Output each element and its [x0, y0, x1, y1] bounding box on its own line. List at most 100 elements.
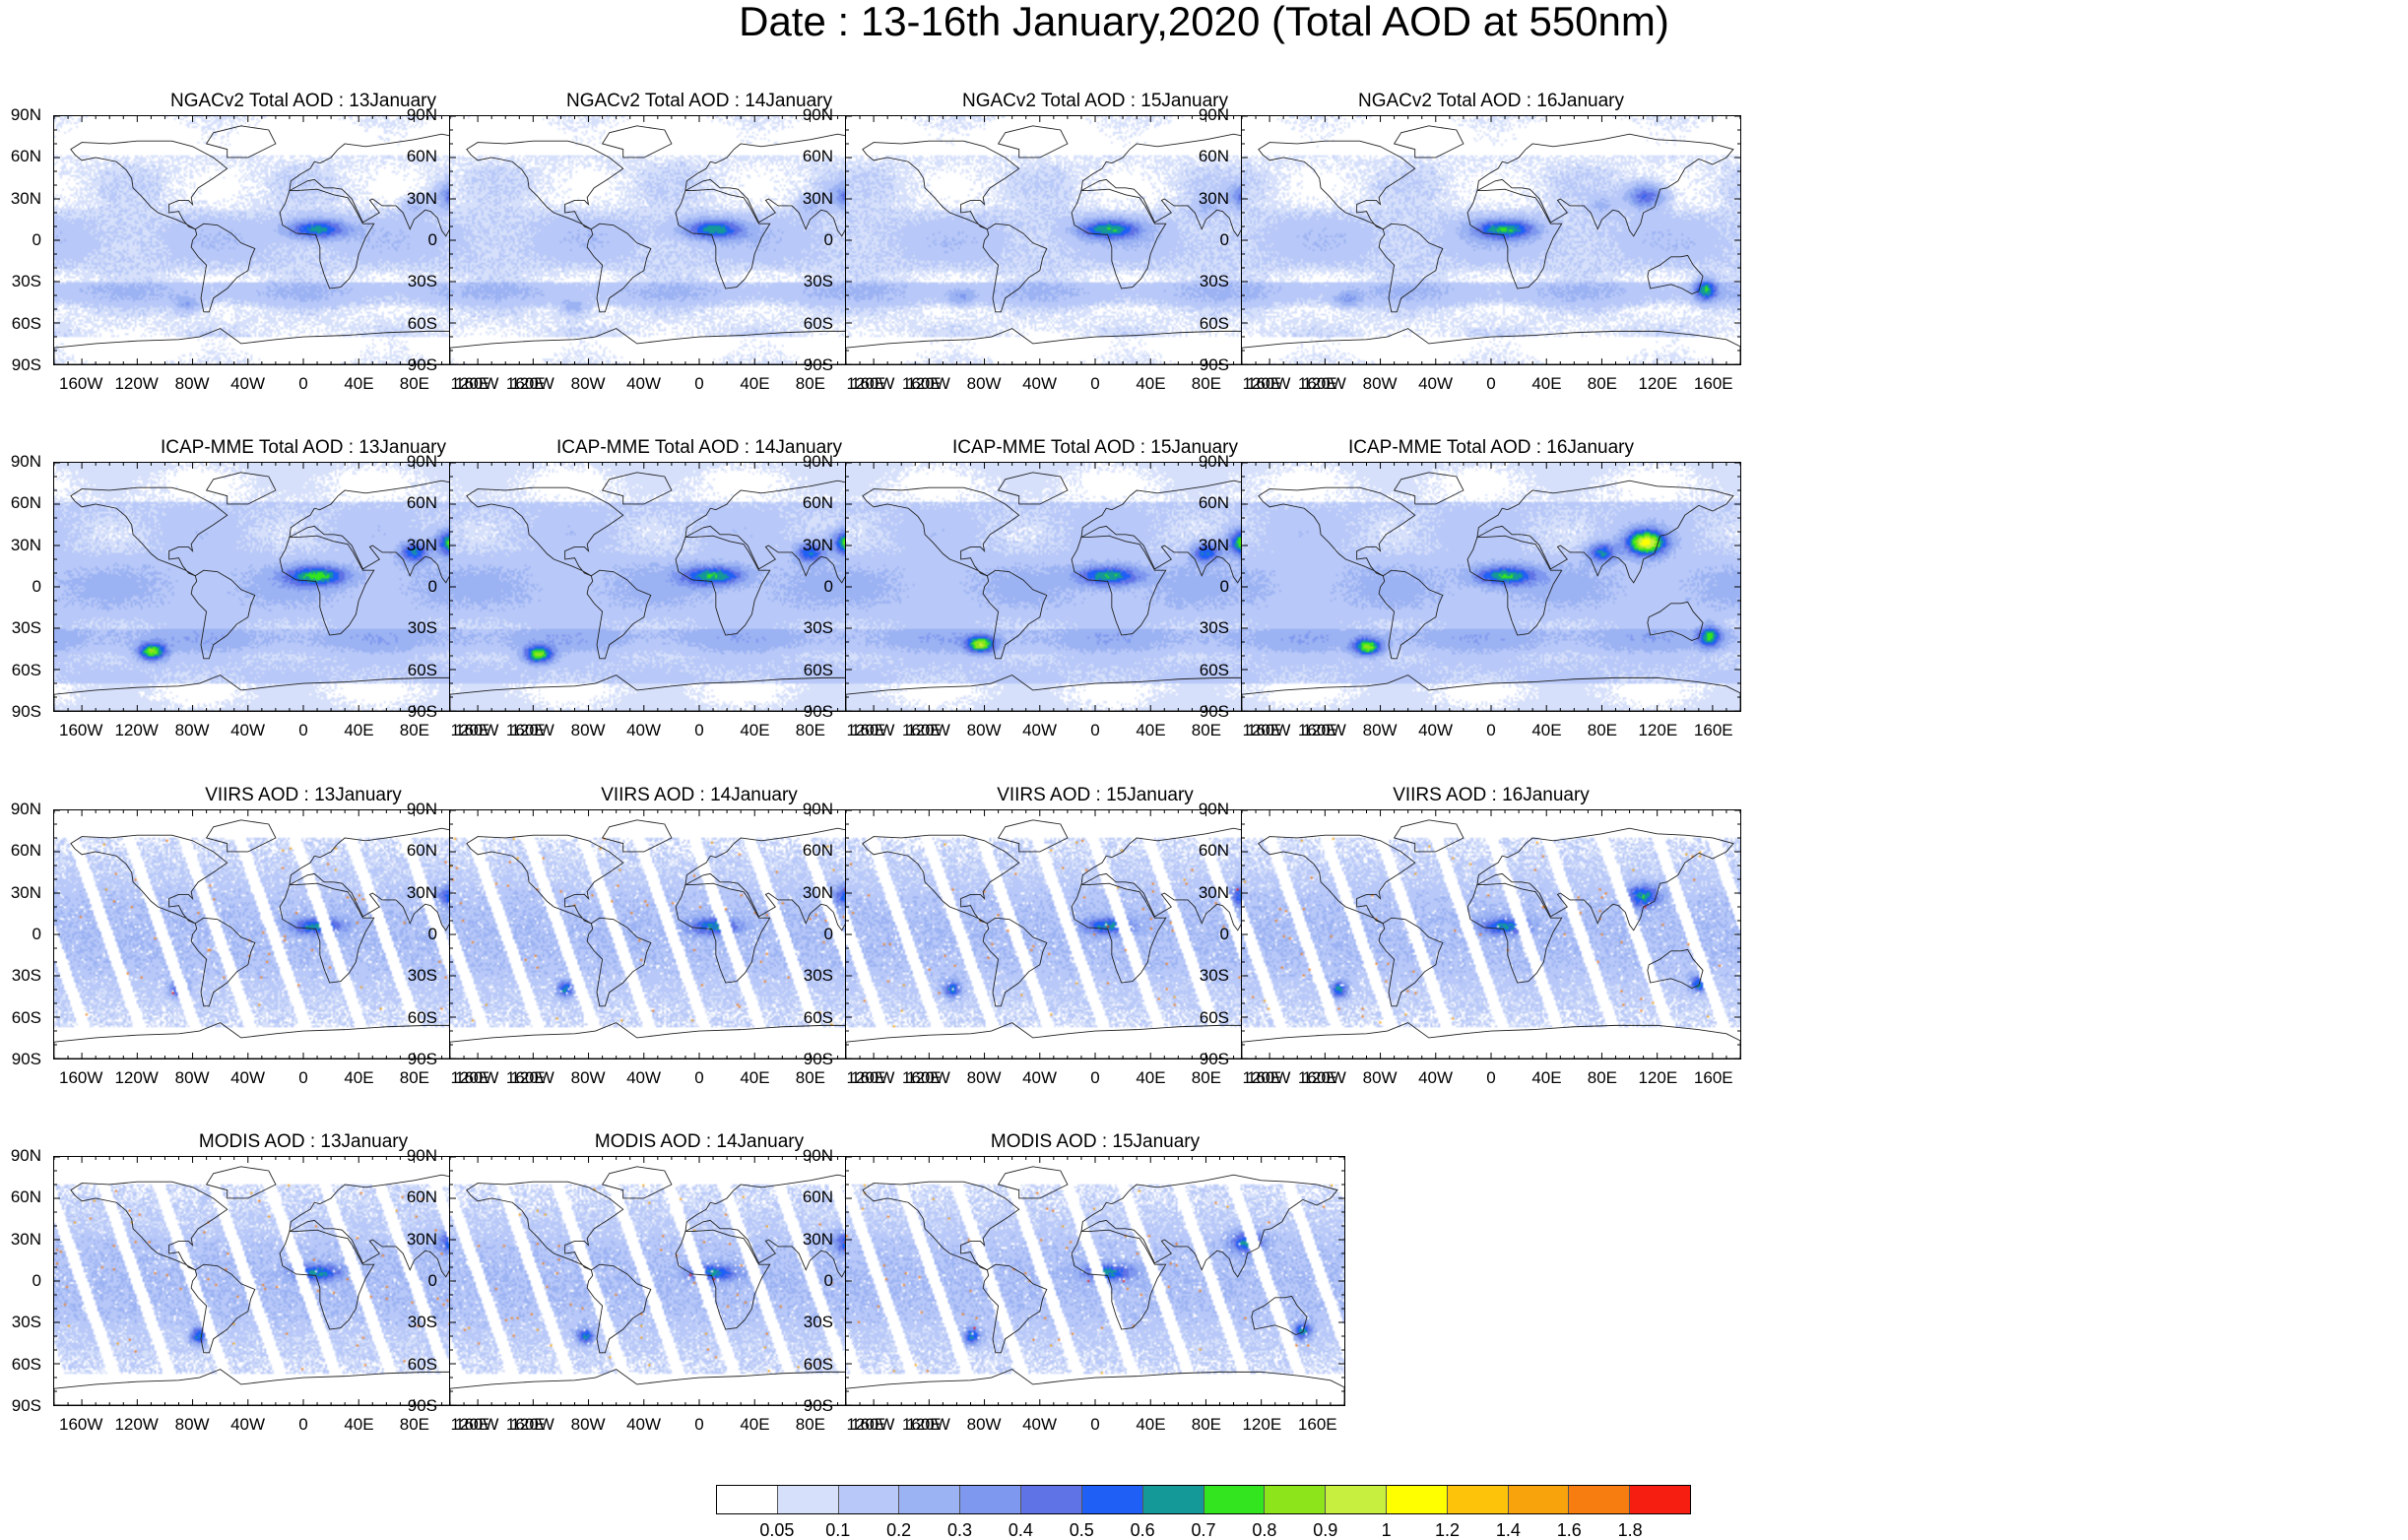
coastline [1378, 917, 1444, 1007]
lon-tick-label: 40W [230, 1068, 266, 1087]
lon-tick-label: 40E [344, 1415, 374, 1434]
lon-tick-label: 40E [344, 721, 374, 739]
lat-tick-label: 90S [803, 1396, 833, 1415]
lon-tick-label: 40W [626, 721, 662, 739]
lon-tick-label: 160W [59, 1068, 103, 1087]
lon-tick-label: 0 [1090, 374, 1100, 393]
lon-tick-label: 80W [174, 374, 210, 393]
lat-tick-label: 0 [427, 577, 437, 596]
lat-tick-label: 0 [823, 577, 833, 596]
lon-tick-label: 120W [906, 721, 950, 739]
lon-tick-label: 40E [1136, 1415, 1166, 1434]
lon-tick-label: 40W [230, 1415, 266, 1434]
lon-tick-label: 0 [694, 374, 704, 393]
coastline [1466, 882, 1563, 984]
panel-title: MODIS AOD : 15January [990, 1131, 1201, 1152]
lat-tick-label: 60S [11, 660, 41, 679]
lon-tick-label: 80E [399, 374, 429, 393]
coastline [1242, 674, 1740, 711]
lat-tick-label: 90N [1198, 452, 1229, 471]
coastline [279, 535, 375, 636]
coastline [1258, 140, 1416, 230]
lat-tick-label: 30N [802, 882, 833, 902]
lat-tick-label: 30N [10, 882, 41, 902]
coastline [54, 1369, 553, 1405]
coastline [1393, 819, 1464, 853]
lon-tick-label: 80W [174, 1415, 210, 1434]
lat-tick-label: 30N [406, 188, 437, 208]
coastline [846, 1022, 1344, 1059]
panel-title: NGACv2 Total AOD : 16January [1358, 91, 1624, 111]
lon-tick-label: 80W [570, 1415, 606, 1434]
coastline [675, 882, 771, 984]
coastline [1071, 1229, 1167, 1330]
lon-tick-label: 0 [1090, 1415, 1100, 1434]
lat-tick-label: 90S [803, 702, 833, 721]
lat-tick-label: 60S [803, 313, 833, 333]
lat-tick-label: 90N [406, 800, 437, 818]
lon-tick-label: 0 [1486, 1068, 1496, 1087]
lat-tick-label: 30S [1199, 618, 1229, 638]
lon-tick-label: 80W [966, 721, 1002, 739]
coastline [862, 834, 1020, 925]
lon-tick-label: 160E [1693, 374, 1733, 393]
lon-tick-label: 120E [1242, 374, 1282, 393]
lat-tick-label: 90S [803, 1050, 833, 1068]
lon-tick-label: 120E [450, 721, 490, 739]
colorbar-swatch [777, 1486, 839, 1513]
lon-tick-label: 120W [906, 1415, 950, 1434]
panel-title: ICAP-MME Total AOD : 14January [555, 437, 843, 458]
lat-tick-label: 60N [1198, 147, 1229, 166]
lat-tick-label: 0 [32, 1271, 41, 1290]
lon-tick-label: 80W [1362, 721, 1398, 739]
lat-tick-label: 90S [11, 1050, 41, 1068]
lon-tick-label: 40E [1531, 721, 1562, 739]
colorbar-label: 0.4 [1008, 1520, 1033, 1540]
lon-tick-label: 40W [230, 374, 266, 393]
coastline [450, 674, 948, 711]
colorbar-swatch [899, 1486, 961, 1513]
lon-tick-label: 80E [399, 721, 429, 739]
lon-tick-label: 120W [114, 374, 159, 393]
aod-field [1242, 463, 1740, 711]
coastline-overlay [846, 1157, 1344, 1405]
lon-tick-label: 120E [1242, 1415, 1282, 1434]
lat-tick-label: 90N [10, 105, 41, 124]
coastline-overlay [54, 810, 553, 1059]
lat-tick-label: 60N [802, 841, 833, 861]
lon-tick-label: 80E [795, 1415, 825, 1434]
lat-tick-label: 0 [427, 230, 437, 249]
lon-tick-label: 160E [901, 374, 942, 393]
lon-tick-label: 160W [455, 721, 499, 739]
coastline [1393, 125, 1464, 159]
lat-tick-label: 90S [1199, 702, 1229, 721]
coastline [586, 1263, 652, 1354]
colorbar-swatch [838, 1486, 900, 1513]
lon-tick-label: 120W [510, 374, 554, 393]
lon-tick-label: 40W [1418, 1068, 1454, 1087]
lon-tick-label: 40E [740, 1068, 770, 1087]
lon-tick-label: 160W [851, 374, 895, 393]
coastline [1647, 948, 1704, 990]
lat-tick-label: 60N [10, 1187, 41, 1207]
lat-tick-label: 30S [1199, 966, 1229, 986]
lon-tick-label: 160E [1693, 721, 1733, 739]
lat-tick-label: 0 [823, 230, 833, 249]
coastline [675, 1229, 771, 1330]
lon-tick-label: 80E [795, 1068, 825, 1087]
lon-tick-label: 80W [570, 374, 606, 393]
lon-tick-label: 80W [966, 1415, 1002, 1434]
coastline [205, 1166, 277, 1199]
colorbar-label: 0.8 [1252, 1520, 1277, 1540]
lat-tick-label: 30N [10, 535, 41, 554]
lat-tick-label: 60N [1198, 493, 1229, 513]
coastline [1647, 254, 1704, 295]
lat-tick-label: 60S [407, 1007, 437, 1027]
lon-tick-label: 120W [510, 1068, 554, 1087]
panel-title: ICAP-MME Total AOD : 16January [1347, 437, 1635, 458]
lon-tick-label: 40W [626, 1415, 662, 1434]
lat-tick-label: 90N [10, 800, 41, 818]
lon-tick-label: 40W [1022, 721, 1058, 739]
lat-tick-label: 30S [407, 272, 437, 291]
lon-tick-label: 0 [298, 1068, 308, 1087]
